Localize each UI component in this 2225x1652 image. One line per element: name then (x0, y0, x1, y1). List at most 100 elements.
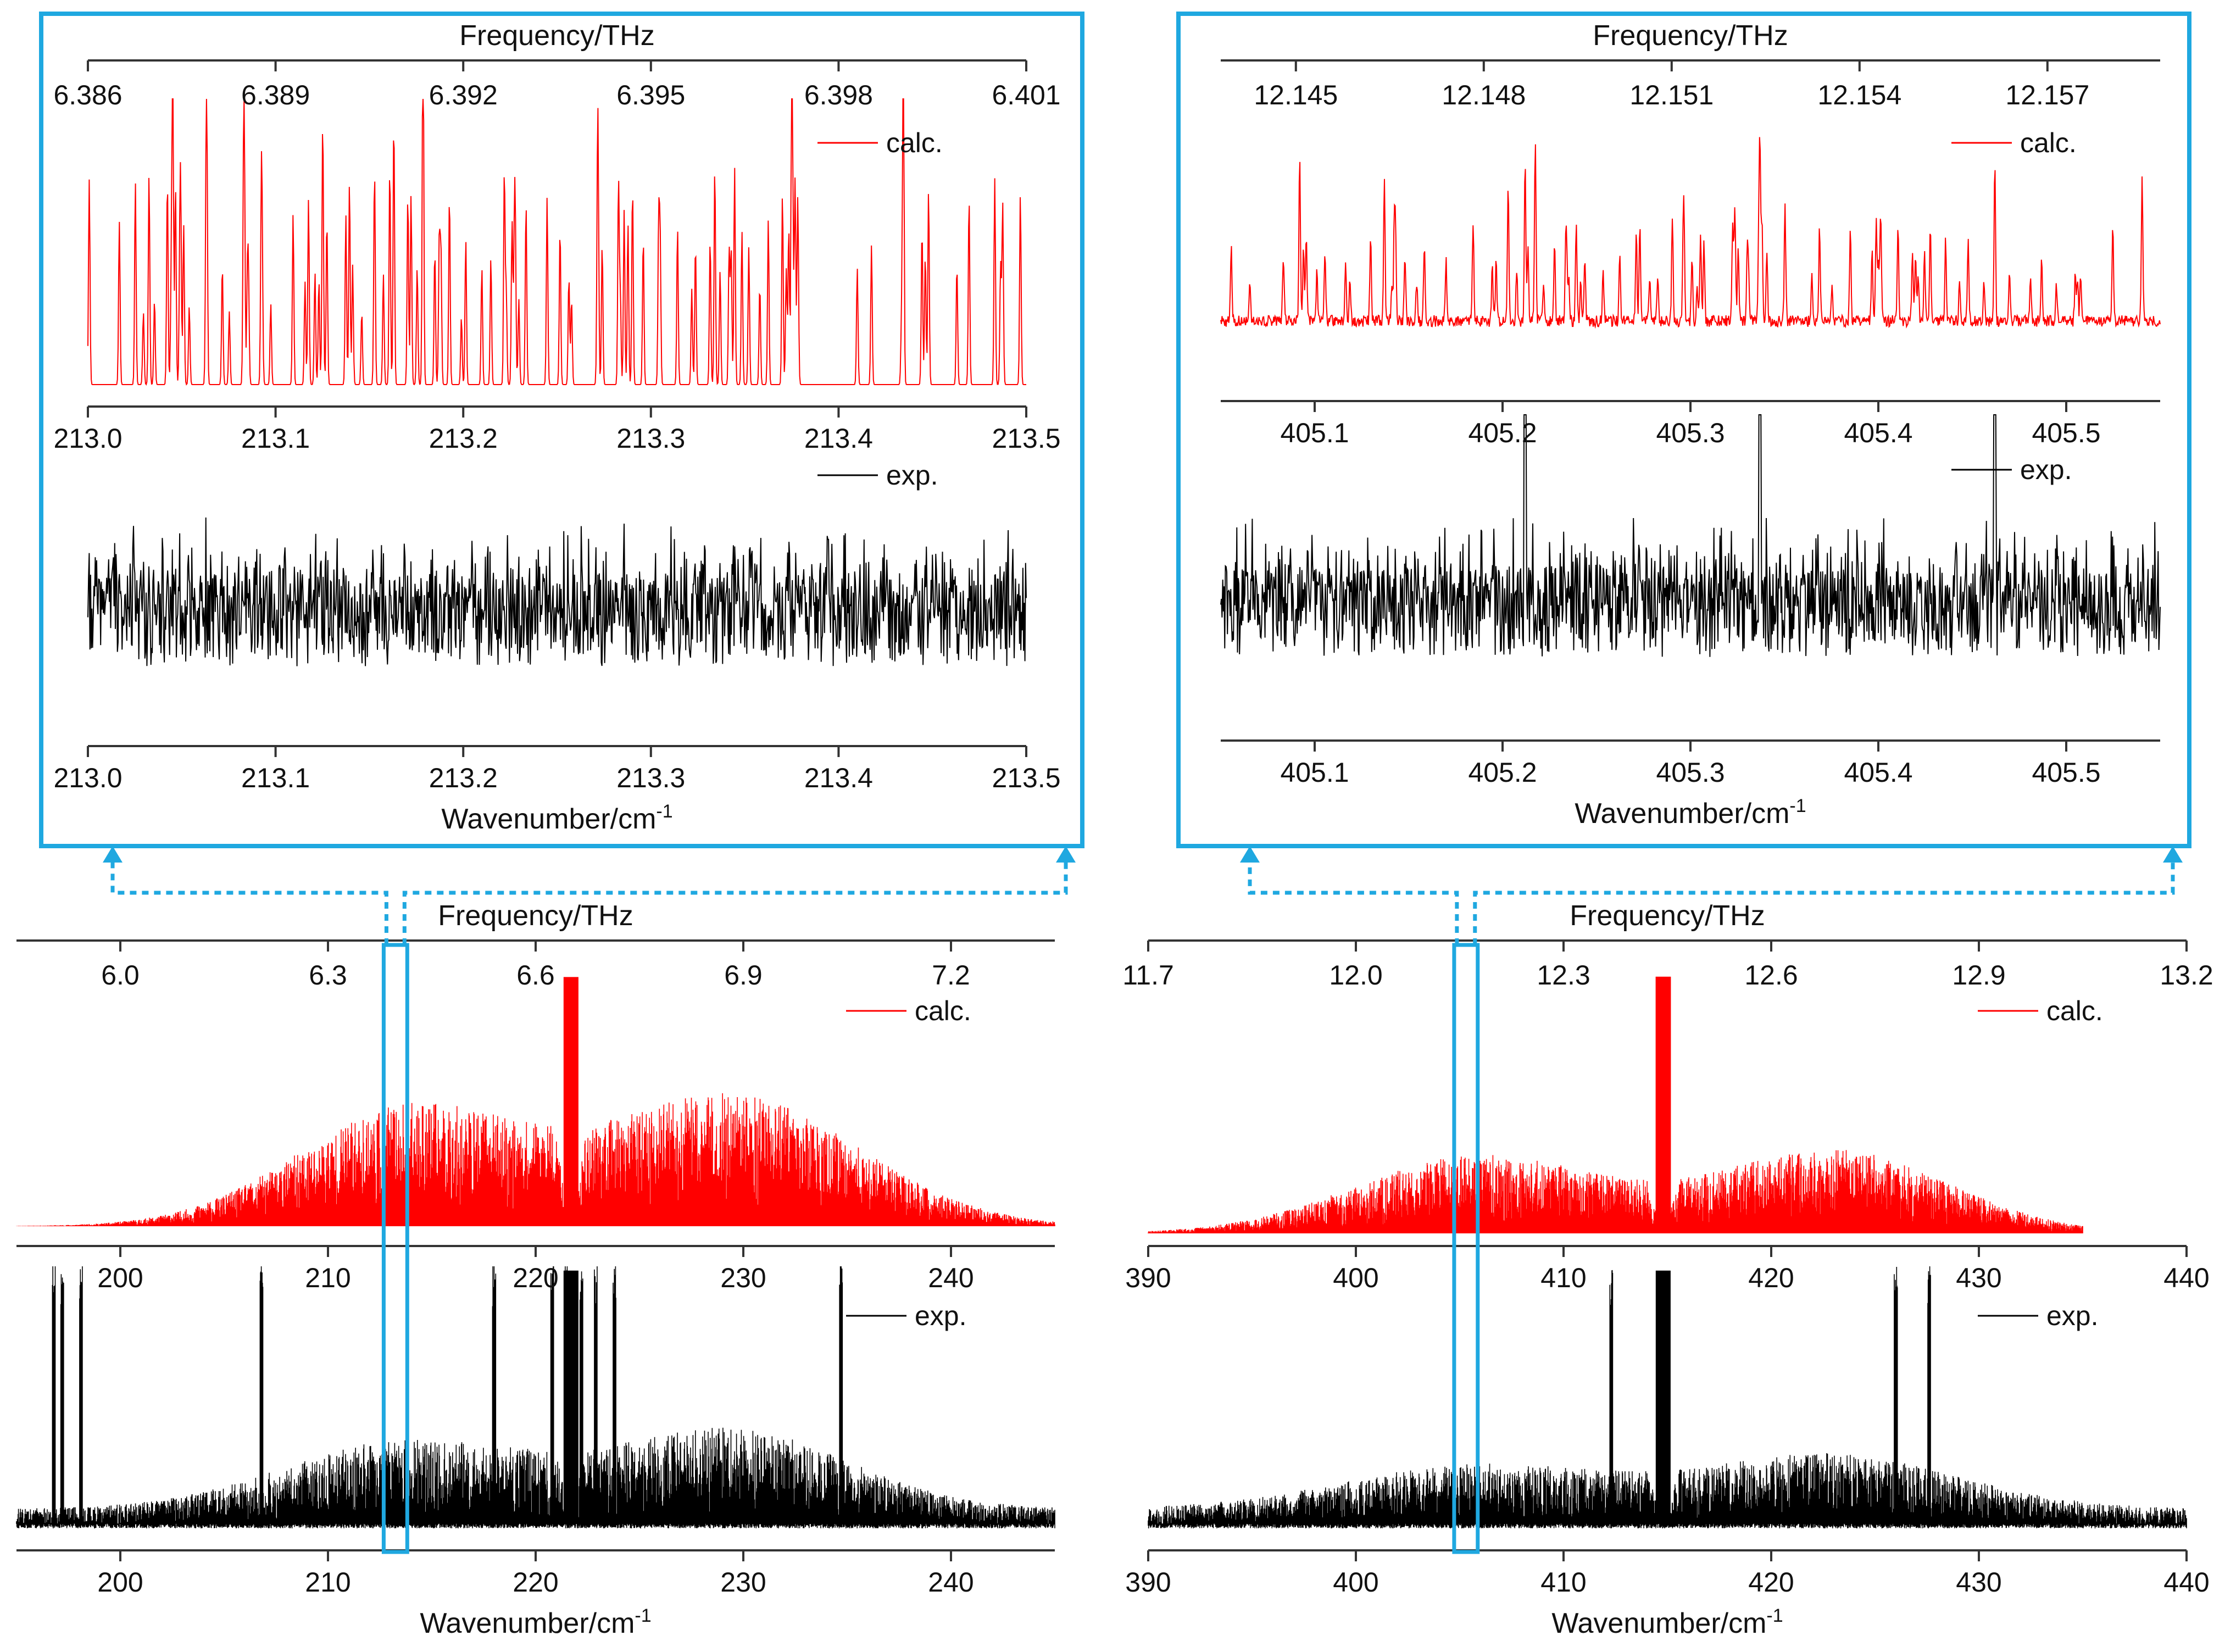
bottom-tick-label: 405.5 (2032, 757, 2100, 788)
top-tick-label: 7.2 (932, 960, 970, 991)
legend-exp-label: exp. (2046, 1300, 2099, 1331)
bottom-tick-label: 420 (1748, 1567, 1794, 1598)
middle-tick-label: 240 (928, 1262, 974, 1293)
bottom-tick-label: 213.0 (53, 763, 122, 793)
top-tick-label: 12.0 (1329, 960, 1382, 991)
zoom-connector-left (1248, 860, 1459, 945)
middle-tick-label: 390 (1125, 1262, 1171, 1293)
legend-exp-label: exp. (915, 1300, 967, 1331)
zoom-arrow-icon (2163, 846, 2183, 863)
middle-tick-label: 213.2 (429, 423, 498, 454)
bottom-axis-title: Wavenumber/cm-1 (420, 1605, 651, 1639)
middle-tick-label: 405.2 (1468, 418, 1537, 448)
middle-tick-label: 440 (2163, 1262, 2209, 1293)
chart-bottom-right: 390 400 410 420 430 440 390 400 410 420 430 440 11.7… (1122, 900, 2213, 1639)
middle-tick-label: 400 (1333, 1262, 1378, 1293)
zoom-arrow-icon (103, 846, 123, 863)
bottom-tick-label: 390 (1125, 1567, 1171, 1598)
top-tick-label: 12.157 (2005, 80, 2089, 110)
bottom-axis-title: Wavenumber/cm-1 (1551, 1605, 1783, 1639)
zoom-region-box (381, 943, 409, 1554)
bottom-tick-label: 213.3 (616, 763, 685, 793)
middle-tick-label: 405.3 (1656, 418, 1725, 448)
exp-spectrum-trace (16, 1266, 1055, 1528)
bottom-tick-label: 440 (2163, 1567, 2209, 1598)
zoom-arrow-icon (1240, 846, 1260, 863)
middle-tick-label: 200 (97, 1262, 143, 1293)
zoom-frame (1176, 12, 2191, 848)
zoom-frame (39, 12, 1084, 848)
calc-spectrum-trace (16, 977, 1055, 1226)
bottom-tick-label: 213.2 (429, 763, 498, 793)
top-tick-label: 6.0 (101, 960, 140, 991)
bottom-axis-title: Wavenumber/cm-1 (1575, 796, 1806, 830)
middle-tick-label: 230 (720, 1262, 766, 1293)
top-tick-label: 12.145 (1254, 80, 1338, 110)
middle-tick-label: 213.0 (53, 423, 122, 454)
top-tick-label: 6.3 (309, 960, 347, 991)
calc-spectrum-trace (1148, 976, 2083, 1233)
bottom-tick-label: 220 (513, 1567, 558, 1598)
middle-tick-label: 405.1 (1280, 418, 1349, 448)
middle-tick-label: 213.1 (241, 423, 310, 454)
middle-tick-label: 213.4 (804, 423, 873, 454)
top-axis-title: Frequency/THz (1593, 20, 1788, 52)
top-tick-label: 6.392 (429, 80, 498, 110)
top-axis-title: Frequency/THz (438, 900, 633, 932)
zoom-connector-right (402, 860, 1068, 945)
top-tick-label: 6.395 (616, 80, 685, 110)
top-tick-label: 12.151 (1629, 80, 1714, 110)
middle-tick-label: 213.5 (992, 423, 1060, 454)
top-tick-label: 6.386 (53, 80, 122, 110)
zoom-region-box (1452, 943, 1480, 1554)
middle-tick-label: 220 (513, 1262, 558, 1293)
exp-spectrum-trace (87, 517, 1027, 666)
chart-top-left: 213.0 213.1 213.2 213.3 213.4 213.5 213.0 213.1… (53, 20, 1060, 835)
chart-bottom-left: 200 210 220 230 240 200 210 220 230 240 6.0 6.3 6.6 6… (16, 900, 1055, 1639)
middle-tick-label: 213.3 (616, 423, 685, 454)
middle-tick-label: 405.5 (2032, 418, 2100, 448)
bottom-tick-label: 213.1 (241, 763, 310, 793)
bottom-tick-label: 405.2 (1468, 757, 1537, 788)
exp-spectrum-trace (1148, 1266, 2187, 1528)
bottom-tick-label: 400 (1333, 1567, 1378, 1598)
middle-tick-label: 420 (1748, 1262, 1794, 1293)
top-tick-label: 6.398 (804, 80, 873, 110)
middle-tick-label: 210 (305, 1262, 351, 1293)
legend-calc-label: calc. (915, 995, 971, 1026)
bottom-tick-label: 230 (720, 1567, 766, 1598)
legend-calc-label: calc. (2046, 995, 2103, 1026)
top-tick-label: 6.389 (241, 80, 310, 110)
middle-tick-label: 410 (1540, 1262, 1586, 1293)
legend-exp-label: exp. (886, 460, 938, 491)
top-tick-label: 6.6 (516, 960, 555, 991)
legend-calc-label: calc. (2020, 127, 2077, 158)
bottom-tick-label: 200 (97, 1567, 143, 1598)
legend-calc-label: calc. (886, 127, 943, 158)
bottom-axis-title: Wavenumber/cm-1 (441, 801, 672, 835)
bottom-tick-label: 405.3 (1656, 757, 1725, 788)
top-tick-label: 6.9 (724, 960, 763, 991)
top-tick-label: 12.9 (1952, 960, 2005, 991)
zoom-connector-right (1473, 860, 2175, 945)
top-tick-label: 12.154 (1817, 80, 1901, 110)
top-axis-title: Frequency/THz (1570, 900, 1765, 932)
zoom-connector-left (110, 860, 388, 945)
chart-top-right: 405.1 405.2 405.3 405.4 405.5 405.1 405.2 405.3… (1220, 20, 2161, 830)
calc-spectrum-trace (87, 98, 1026, 386)
top-axis-title: Frequency/THz (459, 20, 654, 52)
bottom-tick-label: 405.4 (1844, 757, 1912, 788)
bottom-tick-label: 405.1 (1280, 757, 1349, 788)
top-tick-label: 6.401 (992, 80, 1060, 110)
top-tick-label: 12.148 (1442, 80, 1526, 110)
middle-tick-label: 405.4 (1844, 418, 1912, 448)
middle-tick-label: 430 (1956, 1262, 2001, 1293)
bottom-tick-label: 213.5 (992, 763, 1060, 793)
top-tick-label: 11.7 (1122, 960, 1174, 991)
top-tick-label: 13.2 (2160, 960, 2213, 991)
legend-exp-label: exp. (2020, 454, 2072, 485)
bottom-tick-label: 410 (1540, 1567, 1586, 1598)
calc-spectrum-trace (1220, 137, 2161, 329)
bottom-tick-label: 430 (1956, 1567, 2001, 1598)
